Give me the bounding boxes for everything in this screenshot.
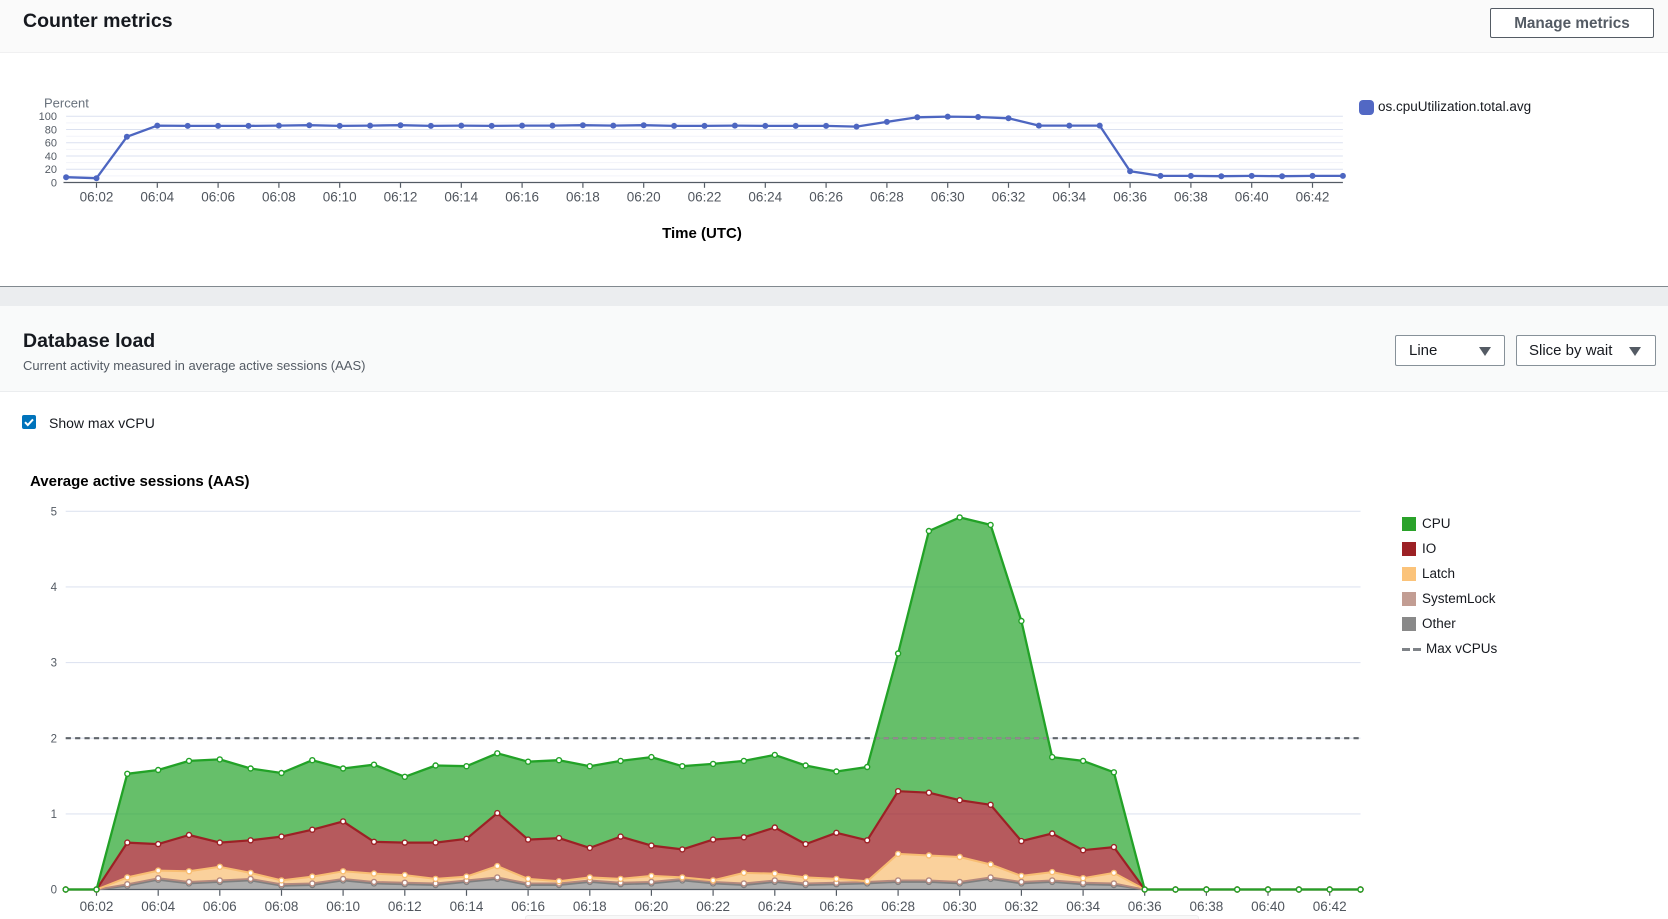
svg-text:06:14: 06:14 xyxy=(444,190,478,205)
svg-text:06:18: 06:18 xyxy=(566,190,600,205)
svg-text:06:18: 06:18 xyxy=(573,899,607,914)
svg-text:06:08: 06:08 xyxy=(265,899,299,914)
svg-text:06:24: 06:24 xyxy=(748,190,782,205)
svg-text:06:02: 06:02 xyxy=(80,899,114,914)
svg-text:06:38: 06:38 xyxy=(1174,190,1208,205)
svg-text:06:32: 06:32 xyxy=(992,190,1026,205)
svg-text:06:10: 06:10 xyxy=(326,899,360,914)
svg-text:06:08: 06:08 xyxy=(262,190,296,205)
svg-text:06:06: 06:06 xyxy=(203,899,237,914)
svg-text:40: 40 xyxy=(45,151,57,163)
svg-text:06:16: 06:16 xyxy=(511,899,545,914)
svg-text:06:26: 06:26 xyxy=(809,190,843,205)
svg-text:0: 0 xyxy=(51,177,57,189)
svg-text:06:40: 06:40 xyxy=(1251,899,1285,914)
svg-text:06:24: 06:24 xyxy=(758,899,792,914)
svg-text:5: 5 xyxy=(51,506,57,518)
svg-text:06:34: 06:34 xyxy=(1052,190,1086,205)
svg-text:06:04: 06:04 xyxy=(140,190,174,205)
svg-text:06:30: 06:30 xyxy=(931,190,965,205)
svg-text:06:34: 06:34 xyxy=(1066,899,1100,914)
svg-text:06:14: 06:14 xyxy=(450,899,484,914)
svg-text:20: 20 xyxy=(45,164,57,176)
svg-text:06:20: 06:20 xyxy=(627,190,661,205)
svg-text:80: 80 xyxy=(45,124,57,136)
svg-text:06:40: 06:40 xyxy=(1235,190,1269,205)
svg-text:06:22: 06:22 xyxy=(688,190,722,205)
svg-text:06:30: 06:30 xyxy=(943,899,977,914)
svg-text:1: 1 xyxy=(51,809,57,821)
svg-text:06:28: 06:28 xyxy=(881,899,915,914)
svg-text:Percent: Percent xyxy=(44,96,89,111)
svg-text:06:22: 06:22 xyxy=(696,899,730,914)
svg-text:06:06: 06:06 xyxy=(201,190,235,205)
svg-text:06:26: 06:26 xyxy=(820,899,854,914)
svg-text:06:32: 06:32 xyxy=(1005,899,1039,914)
svg-text:100: 100 xyxy=(39,111,57,123)
svg-text:06:12: 06:12 xyxy=(384,190,418,205)
svg-text:06:38: 06:38 xyxy=(1190,899,1224,914)
svg-text:06:16: 06:16 xyxy=(505,190,539,205)
svg-text:06:10: 06:10 xyxy=(323,190,357,205)
svg-text:4: 4 xyxy=(51,582,58,594)
svg-text:06:02: 06:02 xyxy=(80,190,114,205)
svg-text:06:28: 06:28 xyxy=(870,190,904,205)
svg-text:06:04: 06:04 xyxy=(141,899,175,914)
svg-text:06:42: 06:42 xyxy=(1313,899,1347,914)
svg-text:3: 3 xyxy=(51,658,57,670)
svg-text:06:20: 06:20 xyxy=(635,899,669,914)
svg-text:06:36: 06:36 xyxy=(1113,190,1147,205)
svg-text:06:12: 06:12 xyxy=(388,899,422,914)
svg-text:0: 0 xyxy=(51,885,57,897)
svg-text:06:36: 06:36 xyxy=(1128,899,1162,914)
svg-text:06:42: 06:42 xyxy=(1296,190,1330,205)
svg-text:60: 60 xyxy=(45,138,57,150)
svg-text:2: 2 xyxy=(51,733,57,745)
